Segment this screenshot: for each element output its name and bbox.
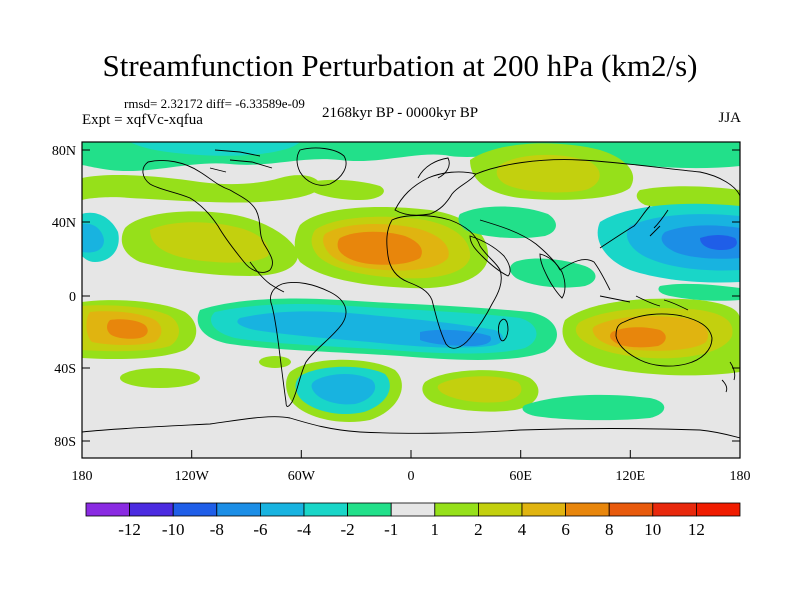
lon-tick-label: 120E [616,469,646,484]
contour-sind-yellow [437,376,522,403]
colorbar-swatch [303,502,348,517]
coast-africa [386,215,502,349]
lon-tick-label: 180 [72,469,93,484]
experiment-label: Expt = xqfVc-xqfua [82,112,203,128]
colorbar-label: -2 [341,520,355,539]
lat-tick-label: 80S [54,435,76,450]
contour-greenland-green [300,142,420,160]
coast-scandinavia [417,157,450,179]
colorbar-label: -8 [210,520,224,539]
colorbar-label: -1 [384,520,398,539]
contour-spac-orange [107,319,148,339]
colorbar-swatch [521,502,566,517]
colorbar-label: 6 [561,520,570,539]
colorbar-label: 10 [644,520,661,539]
chart-title: Streamfunction Perturbation at 200 hPa (… [102,48,698,83]
season-label: JJA [718,110,741,126]
lat-tick-label: 0 [69,290,76,305]
coast-maritime [599,295,689,311]
contour-npac-green [82,175,320,203]
contour-nasia-green [310,179,384,200]
colorbar-swatch [434,502,479,517]
colorbar-swatch [652,502,697,517]
contour-aus-orange [610,327,666,348]
colorbar-swatch [259,502,305,517]
contour-india-green [509,258,596,288]
colorbar-swatch [565,502,610,517]
lon-axis [81,450,741,458]
lon-tick-label: 60E [509,469,532,484]
coast-new-zealand [721,361,736,393]
colorbar-swatch [172,502,218,517]
coast-madagascar [498,318,509,342]
colorbar-swatch [85,502,130,517]
lat-axis [82,149,740,442]
contour-npac-blob-yellow [150,222,269,263]
contour-spac-green-oval [120,368,200,388]
colorbar: -12 -10 -8 -6 -4 -2 -1 1 2 4 6 8 10 12 [85,502,741,539]
lon-tick-label: 0 [408,469,415,484]
coast-north-america [142,160,273,273]
contour-nepac-green [658,283,740,301]
contour-epac-darkblue [700,235,737,250]
colorbar-label: 8 [605,520,614,539]
rmsd-stat: rmsd= 2.32172 diff= -6.33589e-09 [124,96,305,111]
lat-tick-label: 40S [54,362,76,377]
lon-tick-label: 60W [288,469,316,484]
colorbar-swatch [608,502,654,517]
coast-europe [394,171,477,216]
lon-tick-label: 120W [175,469,210,484]
coast-greenland [296,147,347,186]
coast-australia [615,313,713,367]
coast-india [539,253,566,299]
contour-spac-green-oval-2 [259,356,291,368]
coast-arabia [469,235,511,277]
contour-epac-blue [661,225,740,259]
colorbar-swatch [129,502,174,517]
colorbar-label: 1 [431,520,440,539]
colorbar-label: 12 [688,520,705,539]
contour-socean-green [522,394,665,421]
lat-tick-label: 40N [52,216,76,231]
colorbar-swatch [477,502,523,517]
coast-antarctica [82,416,740,439]
colorbar-swatch [390,502,436,517]
lat-tick-label: 80N [52,144,76,159]
contour-casia-green [458,206,556,239]
colorbar-swatch [696,502,741,517]
colorbar-swatch [347,502,392,517]
contour-siberia-yellow [496,154,600,193]
colorbar-label: -6 [253,520,267,539]
coast-japan [649,209,669,237]
coast-central-america [249,261,285,293]
colorbar-label: -12 [118,520,141,539]
coast-arctic-islands [209,149,273,173]
lon-tick-label: 180 [730,469,751,484]
time-range-label: 2168kyr BP - 0000kyr BP [322,105,479,121]
coastlines [82,147,740,439]
contour-field [82,142,740,422]
contour-satl-blue [311,374,376,405]
colorbar-label: -10 [162,520,185,539]
contour-atl-orange [337,231,422,265]
coast-south-america [270,281,347,407]
colorbar-label: 2 [474,520,483,539]
colorbar-label: 4 [518,520,527,539]
contour-arctic-teal [130,142,300,156]
contour-wpac-blue-left-inner [82,223,104,253]
coast-asia [475,159,740,291]
colorbar-swatch [216,502,261,517]
colorbar-label: -4 [297,520,312,539]
